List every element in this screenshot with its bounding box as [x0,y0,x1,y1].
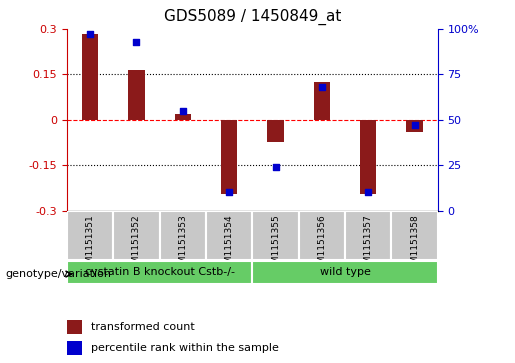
Text: GSM1151357: GSM1151357 [364,215,373,275]
FancyBboxPatch shape [160,211,206,260]
Bar [67,320,82,334]
Point [86,32,94,37]
Text: transformed count: transformed count [91,322,195,332]
Text: GSM1151355: GSM1151355 [271,215,280,275]
FancyBboxPatch shape [67,211,113,260]
Text: GSM1151354: GSM1151354 [225,215,234,275]
Text: GSM1151352: GSM1151352 [132,215,141,275]
Point [179,108,187,114]
FancyBboxPatch shape [299,211,345,260]
Text: wild type: wild type [320,267,370,277]
FancyBboxPatch shape [252,261,438,284]
FancyBboxPatch shape [345,211,391,260]
Point [410,122,419,128]
Bar [67,341,82,355]
Point [318,84,326,90]
Bar [175,114,191,120]
Point [364,189,372,195]
Bar [267,120,284,143]
Text: GSM1151356: GSM1151356 [317,215,327,275]
Bar [221,120,237,194]
FancyBboxPatch shape [67,261,252,284]
Title: GDS5089 / 1450849_at: GDS5089 / 1450849_at [164,9,341,25]
FancyBboxPatch shape [206,211,252,260]
Text: genotype/variation: genotype/variation [5,269,111,279]
Point [271,164,280,170]
Bar [406,120,423,132]
Bar [314,82,330,120]
Point [132,39,141,45]
FancyBboxPatch shape [113,211,160,260]
Text: GSM1151358: GSM1151358 [410,215,419,275]
FancyBboxPatch shape [252,211,299,260]
Bar [82,34,98,120]
Bar [128,70,145,120]
Text: percentile rank within the sample: percentile rank within the sample [91,343,279,353]
Text: GSM1151351: GSM1151351 [85,215,95,275]
Bar [360,120,376,194]
Text: GSM1151353: GSM1151353 [178,215,187,275]
FancyBboxPatch shape [391,211,438,260]
Point [225,189,233,195]
Text: cystatin B knockout Cstb-/-: cystatin B knockout Cstb-/- [84,267,235,277]
